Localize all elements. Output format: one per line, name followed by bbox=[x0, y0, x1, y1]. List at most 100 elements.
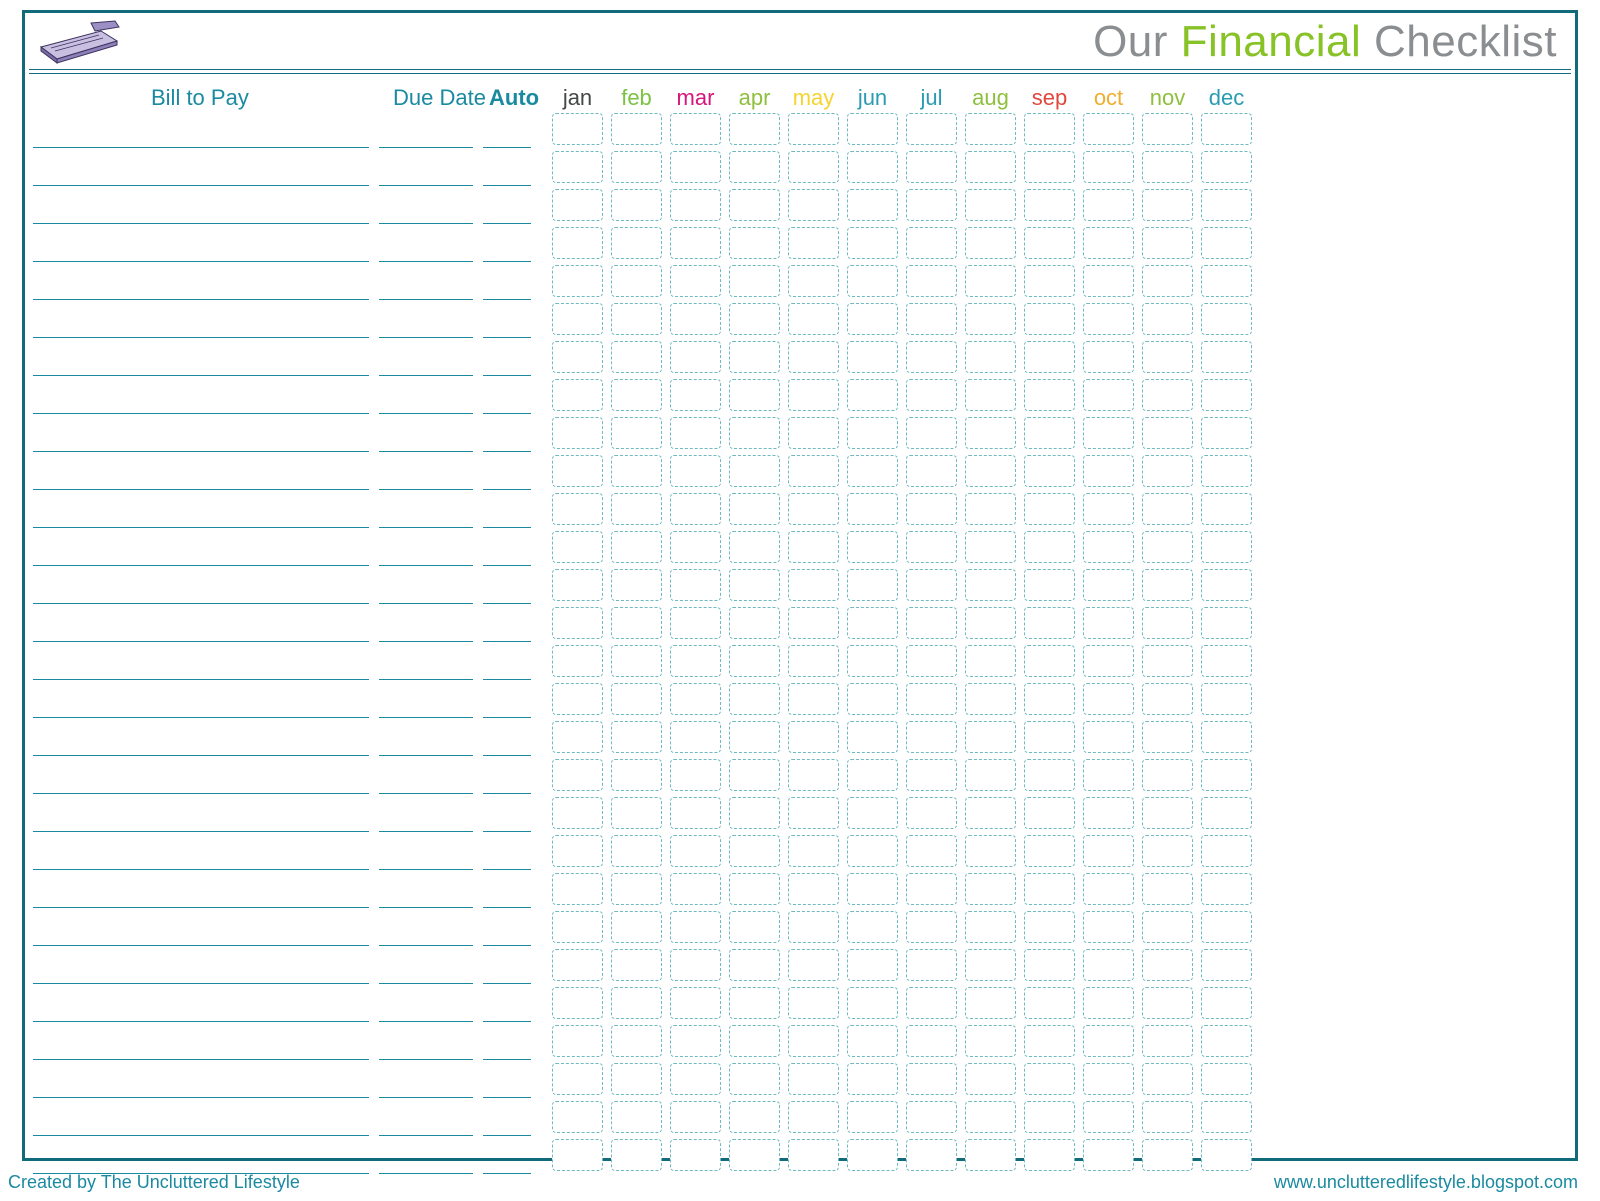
month-cell bbox=[1024, 113, 1075, 145]
month-cell bbox=[847, 911, 898, 943]
month-cell bbox=[1201, 227, 1252, 259]
month-cell bbox=[788, 607, 839, 639]
month-cell bbox=[788, 683, 839, 715]
month-cell bbox=[611, 645, 662, 677]
month-cell bbox=[847, 797, 898, 829]
month-cell bbox=[552, 987, 603, 1019]
month-cell bbox=[906, 1025, 957, 1057]
month-cell bbox=[1201, 835, 1252, 867]
month-cell bbox=[670, 645, 721, 677]
month-cell bbox=[729, 721, 780, 753]
month-cell bbox=[552, 607, 603, 639]
month-cell bbox=[670, 797, 721, 829]
table-row bbox=[31, 262, 1569, 300]
month-cell bbox=[965, 721, 1016, 753]
month-cell bbox=[1201, 683, 1252, 715]
header-month-nov: nov bbox=[1138, 85, 1197, 111]
header-month-jul: jul bbox=[902, 85, 961, 111]
month-cell bbox=[670, 113, 721, 145]
month-cell bbox=[1201, 417, 1252, 449]
month-cell bbox=[670, 835, 721, 867]
month-cell bbox=[906, 303, 957, 335]
month-cell bbox=[847, 987, 898, 1019]
month-cell bbox=[1083, 835, 1134, 867]
month-cell bbox=[611, 1139, 662, 1171]
table-row bbox=[31, 148, 1569, 186]
month-cell bbox=[788, 873, 839, 905]
month-cell bbox=[788, 1101, 839, 1133]
month-cell bbox=[552, 113, 603, 145]
month-cell bbox=[729, 303, 780, 335]
month-cell bbox=[1024, 341, 1075, 373]
month-cell bbox=[1024, 759, 1075, 791]
month-cell bbox=[552, 303, 603, 335]
month-cell bbox=[1142, 873, 1193, 905]
month-cell bbox=[1201, 341, 1252, 373]
month-cell bbox=[552, 797, 603, 829]
month-cell bbox=[965, 835, 1016, 867]
month-cell bbox=[965, 151, 1016, 183]
month-cell bbox=[729, 455, 780, 487]
month-cell bbox=[847, 607, 898, 639]
table-row bbox=[31, 414, 1569, 452]
month-cell bbox=[906, 911, 957, 943]
month-cell bbox=[1142, 683, 1193, 715]
month-cell bbox=[965, 911, 1016, 943]
month-cell bbox=[1083, 265, 1134, 297]
month-cell bbox=[906, 987, 957, 1019]
month-cell bbox=[552, 1063, 603, 1095]
month-cell bbox=[847, 1101, 898, 1133]
month-cell bbox=[906, 607, 957, 639]
table-row bbox=[31, 718, 1569, 756]
month-cell bbox=[1024, 1025, 1075, 1057]
month-cell bbox=[906, 1101, 957, 1133]
month-cell bbox=[965, 645, 1016, 677]
month-cell bbox=[1083, 303, 1134, 335]
month-cell bbox=[788, 949, 839, 981]
month-cell bbox=[1142, 341, 1193, 373]
month-cell bbox=[1201, 303, 1252, 335]
month-cell bbox=[965, 797, 1016, 829]
month-cell bbox=[1024, 189, 1075, 221]
month-cell bbox=[552, 227, 603, 259]
table-row bbox=[31, 908, 1569, 946]
month-cell bbox=[670, 721, 721, 753]
table-row bbox=[31, 756, 1569, 794]
table-row bbox=[31, 566, 1569, 604]
month-cell bbox=[788, 569, 839, 601]
month-cell bbox=[788, 531, 839, 563]
month-cell bbox=[847, 113, 898, 145]
month-cell bbox=[1083, 455, 1134, 487]
table-row bbox=[31, 1060, 1569, 1098]
month-cell bbox=[788, 303, 839, 335]
month-cell bbox=[1142, 1063, 1193, 1095]
month-cell bbox=[847, 1139, 898, 1171]
header-auto: Auto bbox=[489, 85, 539, 111]
month-cell bbox=[1083, 1101, 1134, 1133]
month-cell bbox=[1142, 1139, 1193, 1171]
month-cell bbox=[729, 987, 780, 1019]
month-cell bbox=[1201, 911, 1252, 943]
month-cell bbox=[1024, 569, 1075, 601]
month-cell bbox=[1083, 417, 1134, 449]
month-cell bbox=[1142, 949, 1193, 981]
table-row bbox=[31, 1022, 1569, 1060]
month-cell bbox=[611, 721, 662, 753]
month-cell bbox=[552, 721, 603, 753]
month-cell bbox=[1083, 987, 1134, 1019]
month-cell bbox=[611, 265, 662, 297]
month-cell bbox=[1083, 911, 1134, 943]
table-row bbox=[31, 984, 1569, 1022]
title-word-1: Our bbox=[1093, 17, 1168, 66]
month-cell bbox=[670, 303, 721, 335]
month-cell bbox=[1083, 759, 1134, 791]
month-cell bbox=[552, 455, 603, 487]
month-cell bbox=[847, 379, 898, 411]
month-cell bbox=[670, 341, 721, 373]
checklist-grid bbox=[31, 110, 1569, 1152]
month-cell bbox=[670, 759, 721, 791]
table-row bbox=[31, 794, 1569, 832]
table-row bbox=[31, 186, 1569, 224]
table-row bbox=[31, 376, 1569, 414]
month-cell bbox=[906, 341, 957, 373]
